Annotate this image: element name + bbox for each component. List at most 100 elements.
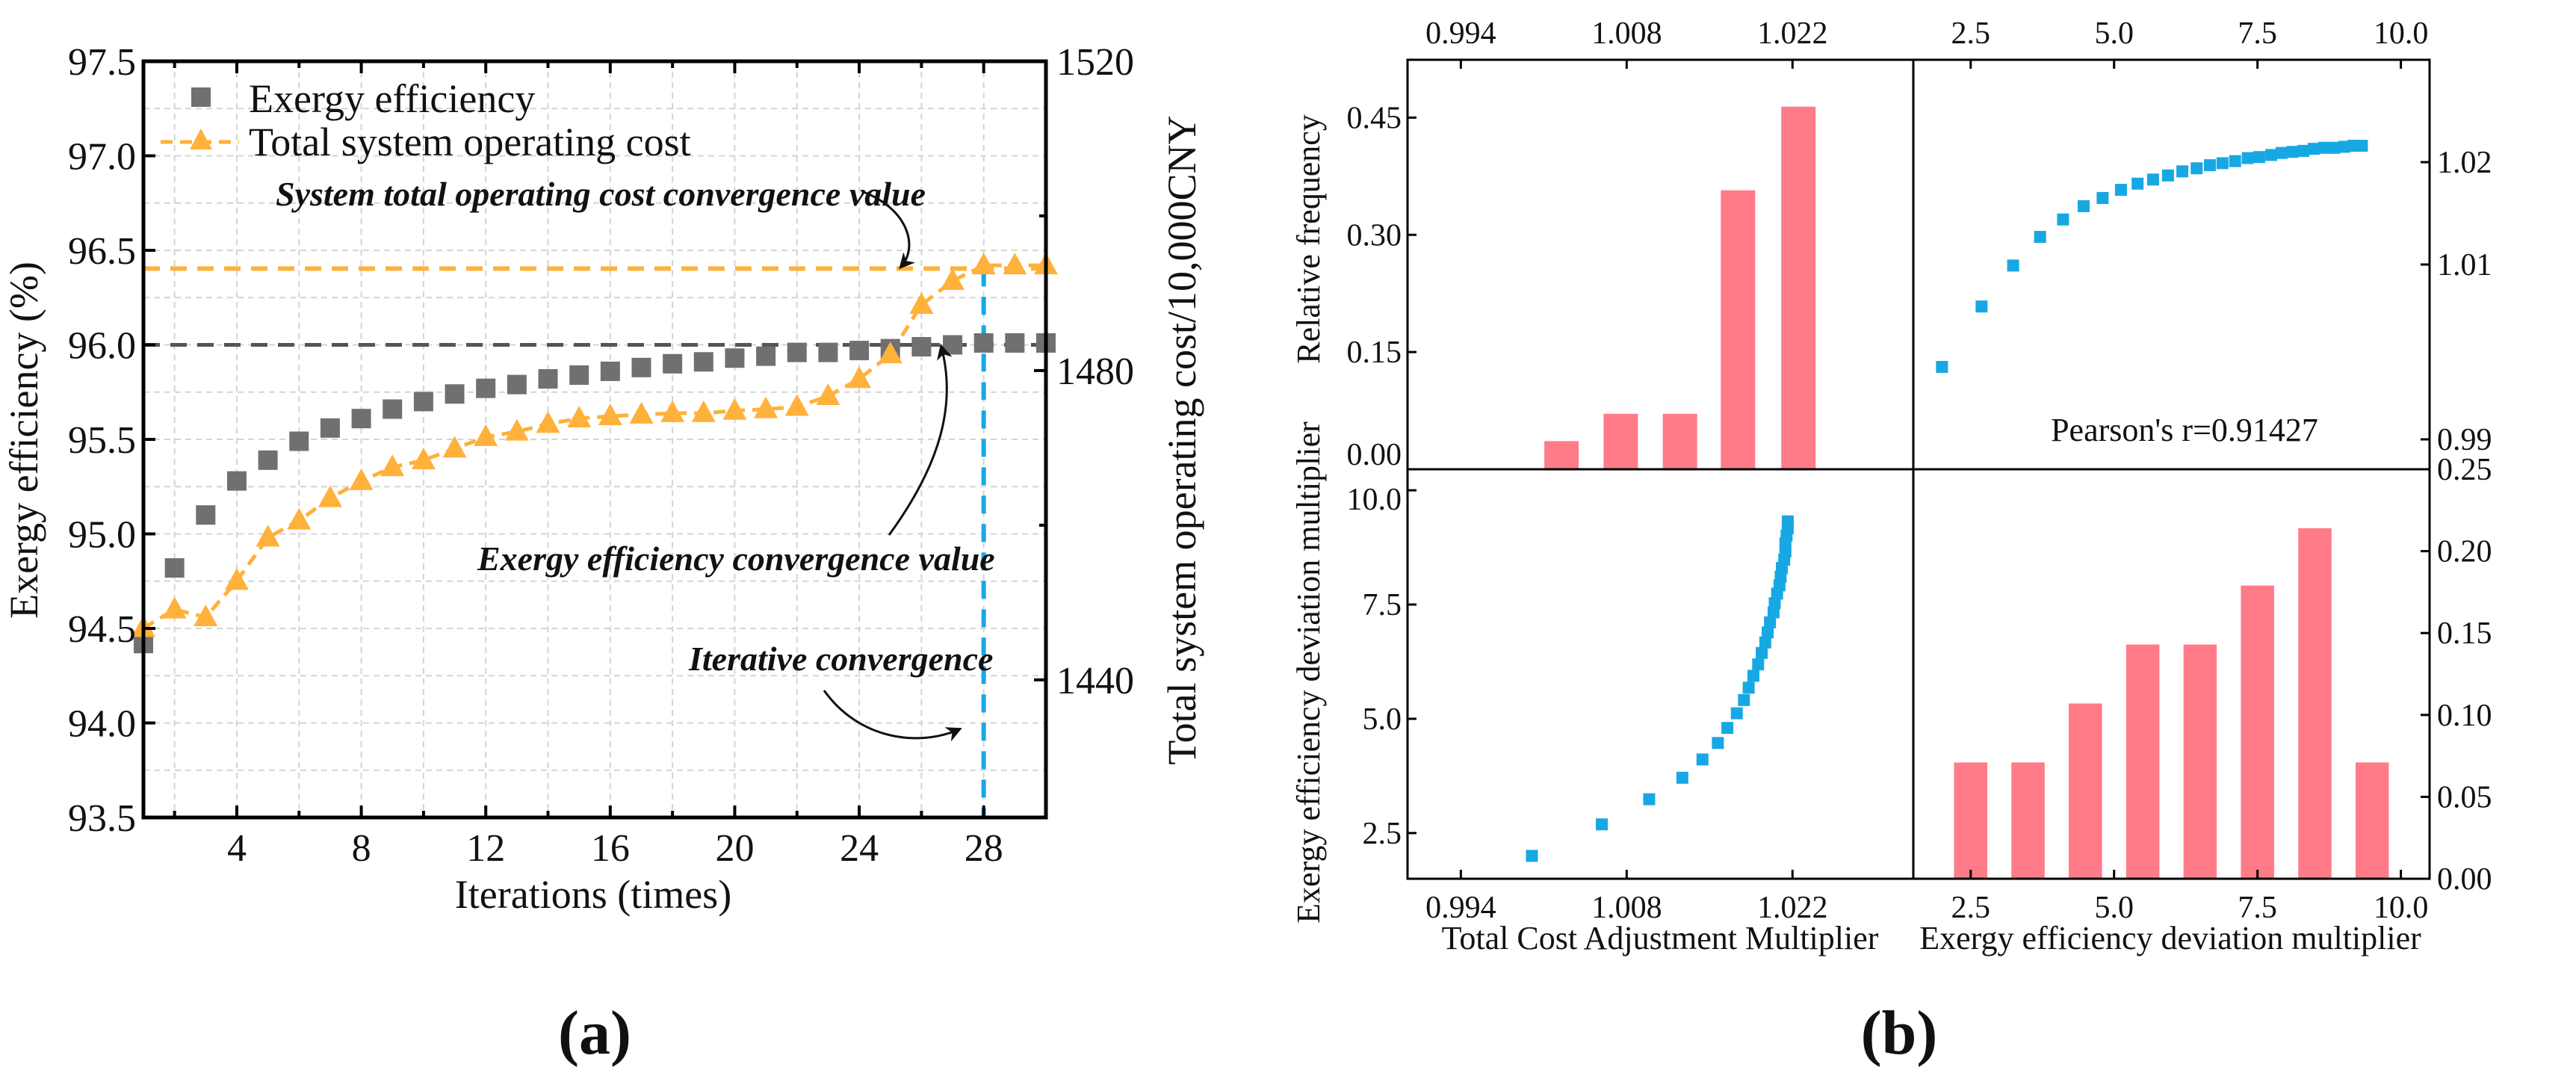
y-tick-label: 10.0 (1347, 483, 1402, 517)
cost-point (193, 604, 218, 626)
y2-tick-label: 1480 (1056, 350, 1134, 393)
legend-square-marker (191, 87, 211, 107)
scatter-point (1761, 626, 1774, 639)
y-tick-label: 94.0 (68, 703, 136, 746)
exergy-point (569, 365, 589, 385)
exergy-point (849, 341, 870, 361)
arrow-cost-convergence (863, 191, 916, 270)
x-axis-title-exergy-deviation: Exergy efficiency deviation multiplier (1919, 920, 2421, 956)
cost-point (784, 394, 809, 416)
scatter-point (2253, 151, 2265, 164)
y2-tick-label: 1.01 (2437, 248, 2492, 282)
scatter-point (1738, 693, 1750, 706)
y2-tick-label: 1.02 (2437, 146, 2492, 180)
arrow-exergy-convergence (888, 343, 953, 536)
cost-point (941, 268, 965, 290)
scatter-point (1747, 670, 1759, 682)
scatter-point (2229, 155, 2241, 167)
histogram-bar (1544, 441, 1579, 469)
scatter-point (2078, 200, 2090, 212)
cost-point (847, 366, 872, 389)
scatter-point (2007, 259, 2019, 272)
bottom-x-tick-label: 5.0 (2094, 891, 2134, 925)
exergy-point (226, 471, 247, 491)
y-tick-label: 7.5 (1363, 588, 1402, 622)
top-x-tick-label: 1.008 (1591, 16, 1662, 51)
exergy-point (258, 450, 278, 470)
bottom-x-tick-label: 7.5 (2238, 891, 2277, 925)
histogram-bar (1603, 413, 1638, 469)
y2-tick-label: 1520 (1056, 41, 1134, 84)
exergy-point (756, 346, 776, 366)
y-tick-label: 96.5 (68, 230, 136, 273)
scatter-point (1756, 646, 1768, 659)
x-axis-title-cost-multiplier: Total Cost Adjustment Multiplier (1442, 920, 1879, 956)
scatter-point (2096, 191, 2109, 204)
x-axis-title-a: Iterations (times) (455, 872, 731, 917)
legend-triangle-marker (190, 129, 212, 149)
pearson-annotation: Pearson's r=0.91427 (2051, 412, 2318, 448)
bottom-x-tick-label: 1.022 (1757, 891, 1828, 925)
top-x-tick-label: 10.0 (2374, 16, 2429, 51)
y-tick-label: 0.15 (1347, 336, 1402, 370)
scatter-point (1781, 515, 1794, 528)
exergy-point (383, 399, 403, 419)
scatter-point (2176, 165, 2189, 178)
scatter-point (2275, 146, 2288, 159)
x-tick-label: 16 (591, 827, 630, 870)
x-tick-label: 28 (965, 827, 1003, 870)
y-tick-label: 97.0 (68, 136, 136, 179)
cost-point (256, 525, 280, 547)
x-tick-label: 20 (715, 827, 754, 870)
scatter-point (2286, 146, 2299, 158)
histogram-bar (2298, 528, 2332, 879)
panel-label-b: (b) (1861, 998, 1938, 1068)
scatter-point (1742, 681, 1755, 694)
exergy-point (507, 374, 527, 395)
y-axis-title-exergy-deviation: Exergy efficiency deviation multiplier (1290, 421, 1327, 924)
x-tick-label: 24 (840, 827, 879, 870)
y2-tick-label: 0.20 (2437, 535, 2492, 569)
scatter-point (2114, 183, 2127, 196)
scatter-point (1768, 597, 1781, 610)
legend: Exergy efficiency Total system operating… (161, 76, 691, 164)
scatter-point (2338, 140, 2350, 153)
scatter-point (1712, 737, 1724, 749)
histogram-bar (2241, 585, 2274, 879)
cost-point (598, 403, 622, 425)
cost-point (722, 398, 747, 420)
exergy-point (663, 353, 683, 374)
scatter-point (2265, 149, 2278, 161)
exergy-point (911, 337, 932, 357)
cost-point (971, 253, 996, 275)
exergy-point (725, 348, 745, 368)
histogram-bar (2125, 644, 2160, 879)
y2-tick-label: 1440 (1056, 660, 1134, 702)
histogram-bar (2069, 703, 2102, 879)
exergy-point (693, 352, 713, 372)
y2-tick-label: 0.00 (2437, 862, 2492, 897)
top-x-tick-label: 2.5 (1951, 16, 1991, 51)
panel-label-a: (a) (558, 998, 631, 1068)
cost-point (318, 485, 342, 507)
chart-a-convergence: 4 8 12 16 20 24 28 93.5 94.0 94.5 95.0 95.5 96.0 96.5… (68, 41, 1134, 870)
y-tick-label: 93.5 (68, 797, 136, 840)
scatter-point (2328, 141, 2341, 154)
cost-point (536, 411, 560, 433)
y-tick-label: 94.5 (68, 608, 136, 651)
cost-point (162, 596, 187, 619)
top-x-tick-label: 1.022 (1757, 16, 1828, 51)
cost-point (380, 454, 405, 477)
cost-point (1003, 253, 1027, 275)
x-tick-label: 4 (227, 827, 247, 870)
y2-tick-label: 0.10 (2437, 699, 2492, 733)
exergy-point (1005, 333, 1025, 353)
y-tick-label: 5.0 (1363, 702, 1402, 737)
cost-point (629, 401, 654, 424)
y-tick-label: 95.0 (68, 514, 136, 557)
exergy-point (973, 333, 994, 353)
scatter-point (1526, 850, 1538, 862)
cost-point (878, 341, 902, 364)
scatter-point (1752, 658, 1765, 671)
